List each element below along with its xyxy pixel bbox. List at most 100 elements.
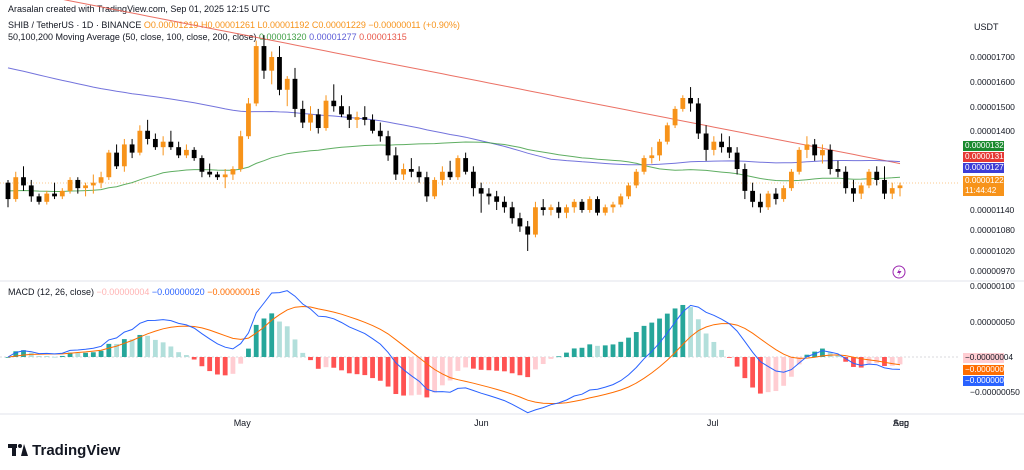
macd-hist-bar <box>897 357 903 365</box>
macd-hist-bar <box>695 319 701 357</box>
candle-body <box>238 136 244 170</box>
macd-hist-bar <box>820 348 825 357</box>
candle-body <box>13 177 19 200</box>
candle-body <box>789 171 794 189</box>
macd-tick-label: −0.00000050 <box>970 387 1020 397</box>
candle-body <box>106 152 112 178</box>
candle-body <box>703 133 709 150</box>
tradingview-logo-text[interactable]: TradingView <box>32 442 121 459</box>
macd-hist-bar <box>393 357 399 395</box>
candle-body <box>21 177 26 186</box>
candle-body <box>781 188 787 200</box>
candle-body <box>121 144 127 167</box>
price-tick-label: 0.00001700 <box>970 52 1015 62</box>
candle-body <box>579 201 585 210</box>
macd-hist-bar <box>207 357 213 372</box>
candle-body <box>393 155 399 175</box>
candle-body <box>610 204 616 208</box>
macd-hist-bar <box>168 346 174 357</box>
candle-body <box>641 158 647 172</box>
candle-body <box>889 188 895 194</box>
candle-body <box>315 114 321 129</box>
macd-hist-bar <box>215 357 220 375</box>
alert-icon-bolt[interactable] <box>897 268 902 277</box>
bar-countdown: 11:44:42 <box>965 186 997 195</box>
macd-hist-bar <box>478 357 484 370</box>
candle-body <box>308 114 313 123</box>
candle-body <box>540 207 546 210</box>
macd-title[interactable]: MACD (12, 26, close) <box>8 287 95 297</box>
macd-hist-bar <box>571 348 577 357</box>
candle-body <box>827 149 833 170</box>
alert-lightning-icon[interactable] <box>892 265 906 279</box>
macd-legend[interactable]: MACD (12, 26, close) −0.00000004 −0.0000… <box>8 287 260 297</box>
macd-hist-bar <box>719 349 725 357</box>
candle-body <box>742 169 748 191</box>
macd-hist-bar <box>269 313 275 357</box>
candle-body <box>439 171 445 180</box>
macd-hist-bar <box>385 357 391 387</box>
ma-title[interactable]: 50,100,200 Moving Average (50, close, 10… <box>8 32 257 42</box>
candle-body <box>757 201 763 208</box>
candle-body <box>548 207 554 210</box>
price-axis[interactable]: 0.00001700 0.00001600 0.00001500 0.00001400… <box>970 52 1015 276</box>
candle-body <box>851 188 856 194</box>
candle-body <box>595 199 600 213</box>
macd-hist-bar <box>556 356 562 358</box>
ma100-price-tag: 0.00001277 <box>963 163 1009 173</box>
macd-hist-bar <box>509 357 515 374</box>
candle-body <box>618 196 624 205</box>
symbol-title[interactable]: SHIB / TetherUS · 1D · BINANCE <box>8 20 142 30</box>
candle-body <box>292 78 298 109</box>
macd-hist-bar <box>680 304 686 357</box>
macd-hist-bar <box>851 357 856 367</box>
macd-signal-line <box>7 305 901 405</box>
price-tick-label: 0.00001080 <box>970 225 1015 235</box>
ma200-line <box>63 0 901 165</box>
candle-body <box>129 144 135 153</box>
candle-body <box>688 97 693 104</box>
macd-hist-bar <box>129 339 135 357</box>
symbol-legend[interactable]: SHIB / TetherUS · 1D · BINANCE O0.000012… <box>8 20 460 30</box>
macd-hist-bar <box>843 357 849 362</box>
tradingview-logo-icon[interactable] <box>8 444 28 456</box>
price-tick-label: 0.00001600 <box>970 77 1015 87</box>
macd-axis[interactable]: 0.00000100 0.00000050 −0.00000050 <box>970 281 1020 397</box>
candle-body <box>362 117 368 120</box>
macd-hist-bar <box>308 357 313 361</box>
macd-hist-bar <box>323 357 329 368</box>
candle-body <box>253 46 259 104</box>
macd-hist-value: −0.00000004 <box>96 287 150 297</box>
candle-body <box>564 207 569 213</box>
candle-body <box>874 171 880 180</box>
candle-body <box>160 141 166 148</box>
macd-hist-bar <box>781 357 787 386</box>
candle-body <box>571 201 577 208</box>
candle-body <box>447 171 453 178</box>
alert-icon-circle[interactable] <box>892 265 906 279</box>
macd-hist-bar <box>548 357 554 359</box>
macd-hist-bar <box>315 357 321 369</box>
macd-hist-bar <box>789 357 794 377</box>
macd-hist-bar <box>160 342 166 357</box>
candle-body <box>269 57 275 71</box>
macd-hist-bar <box>90 352 96 357</box>
candle-body <box>463 158 469 172</box>
time-tick-label: Sep <box>893 418 909 428</box>
macd-line-value: −0.00000020 <box>151 287 205 297</box>
macd-hist-bar <box>277 321 282 357</box>
macd-histogram <box>5 304 903 398</box>
macd-hist-bar <box>292 339 298 357</box>
ma-legend[interactable]: 50,100,200 Moving Average (50, close, 10… <box>8 32 407 42</box>
macd-hist-bar <box>618 341 624 357</box>
price-tick-label: 0.00001400 <box>970 126 1015 136</box>
macd-hist-bar <box>494 357 500 371</box>
macd-hist-bar <box>300 352 306 357</box>
candle-body <box>882 179 887 194</box>
macd-line-tag: −0.00000020 <box>963 376 1014 386</box>
tradingview-logo[interactable]: TradingView <box>8 442 120 459</box>
macd-hist-bar <box>664 313 670 357</box>
macd-hist-bar <box>882 357 887 366</box>
